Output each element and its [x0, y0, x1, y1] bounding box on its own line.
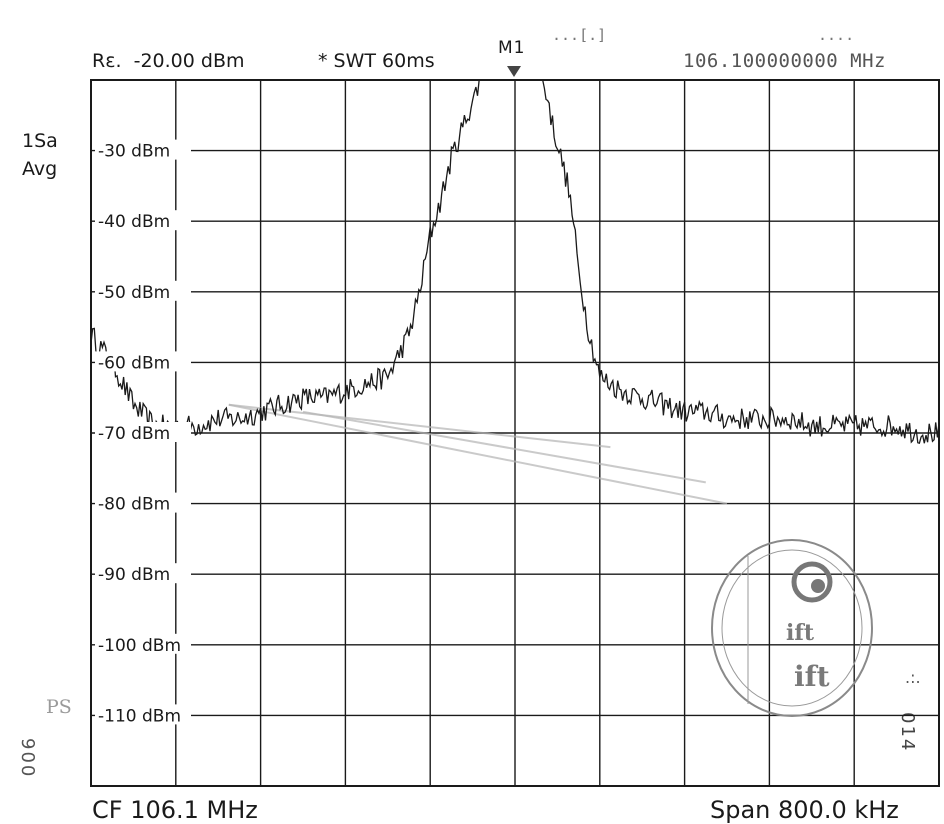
y-tick-label: -110 dBm	[98, 706, 181, 726]
smudge-line	[302, 410, 706, 484]
smudge-line	[228, 403, 728, 505]
right-fragment: .:.	[905, 668, 921, 687]
top-fragment-left: ...[.]	[552, 26, 607, 44]
ref-value: -20.00 dBm	[133, 50, 245, 72]
reference-level: Rɛ. -20.00 dBm	[92, 50, 245, 72]
grid	[91, 80, 939, 786]
top-fragment-right: ....	[818, 26, 855, 44]
institution-stamp: ift ift	[711, 539, 873, 717]
y-tick-label-bg	[95, 704, 191, 725]
average-mode: Avg	[22, 158, 58, 180]
y-tick-label: -70 dBm	[98, 424, 170, 444]
y-tick-label: -90 dBm	[98, 565, 170, 585]
marker-triangle-icon	[507, 66, 521, 77]
smudge-line	[228, 403, 611, 449]
sweep-time: * SWT 60ms	[318, 50, 435, 72]
marker-frequency: 106.100000000 MHz	[683, 50, 886, 72]
smudge-marks	[228, 403, 728, 505]
plot-frame	[90, 79, 940, 787]
y-tick-labels: -30 dBm -40 dBm -50 dBm -60 dBm -70 dBm -80 d…	[95, 139, 191, 726]
ref-label: Rɛ.	[92, 50, 122, 72]
y-tick-label: -100 dBm	[98, 636, 181, 656]
y-tick-label: -60 dBm	[98, 353, 170, 373]
y-tick-label-bg	[95, 422, 191, 442]
y-tick-label-bg	[95, 633, 191, 654]
y-tick-label-bg	[95, 210, 191, 231]
y-tick-label-bg	[95, 280, 191, 301]
svg-text:ift: ift	[786, 620, 815, 646]
ps-label: PS	[46, 696, 72, 718]
y-tick-label-bg	[95, 563, 191, 584]
sample-mode: 1Sa	[22, 130, 58, 152]
y-tick-label-bg	[95, 139, 191, 160]
y-tick-label: -30 dBm	[98, 142, 170, 162]
frequency-span: Span 800.0 kHz	[710, 796, 899, 824]
y-tick-label: -40 dBm	[98, 212, 170, 232]
y-tick-label-bg	[95, 351, 191, 372]
svg-text:ift: ift	[794, 660, 830, 693]
center-frequency: CF 106.1 MHz	[92, 796, 258, 824]
y-tick-label-bg	[95, 492, 191, 513]
y-tick-label: -80 dBm	[98, 495, 170, 515]
y-tick-label: -50 dBm	[98, 283, 170, 303]
marker-label: M1	[498, 38, 526, 58]
